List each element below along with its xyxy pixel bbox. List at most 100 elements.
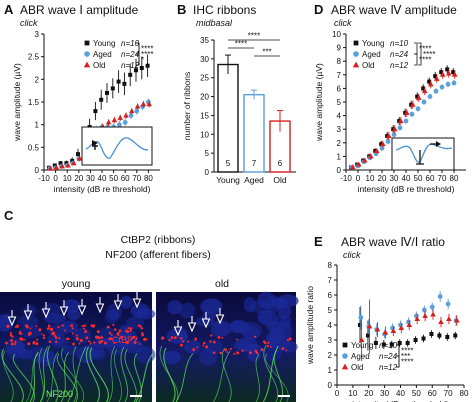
data-point <box>58 161 63 166</box>
ribbon-puncta <box>42 334 45 337</box>
ribbon-puncta <box>212 351 216 354</box>
ribbon-puncta <box>248 351 252 355</box>
data-point <box>356 161 362 167</box>
data-point <box>139 66 144 70</box>
data-point <box>403 118 409 124</box>
data-point <box>422 88 428 94</box>
legend-n-old: n=12 <box>379 363 398 372</box>
panel-c-title-line1: CtBP2 (ribbons) <box>121 234 196 246</box>
panel-d-title: ABR wave Ⅳ amplitude <box>331 3 457 17</box>
data-point <box>374 326 381 332</box>
legend-label-old: Old <box>351 363 363 372</box>
ribbon-puncta <box>18 331 22 335</box>
panel-letter-c: C <box>4 208 14 223</box>
nucleus <box>242 326 261 341</box>
panel-c-title-line2: NF200 (afferent fibers) <box>105 249 210 261</box>
data-point <box>381 342 386 347</box>
ribbon-puncta <box>145 338 148 341</box>
category-label: Aged <box>244 175 264 185</box>
ribbon-puncta <box>236 351 239 354</box>
ribbon-puncta <box>88 340 91 343</box>
data-point <box>65 162 71 168</box>
ribbon-puncta <box>194 337 197 341</box>
x-tick-label: 40 <box>396 389 405 398</box>
bar-count-label: 6 <box>278 159 283 168</box>
y-tick-label: 8 <box>337 57 342 66</box>
afferent-fiber <box>61 348 85 402</box>
significance-label: **** <box>401 358 413 367</box>
x-tick-label: 20 <box>74 174 83 183</box>
ribbon-puncta <box>116 332 120 336</box>
ribbon-puncta <box>179 337 183 340</box>
legend-n-aged: n=24 <box>121 50 140 59</box>
data-point <box>117 114 123 120</box>
ribbon-puncta <box>83 327 85 330</box>
ribbon-puncta <box>219 351 223 355</box>
significance-label: * <box>141 56 144 65</box>
data-point <box>437 333 442 338</box>
data-point <box>452 71 458 77</box>
y-tick-label: 6 <box>337 84 342 93</box>
nucleus <box>62 299 81 313</box>
afferent-fiber <box>89 347 109 402</box>
panel-e-subtitle: click <box>343 250 361 260</box>
legend-n-aged: n=24 <box>390 50 409 59</box>
y-tick-label: 3 <box>35 30 40 39</box>
nucleus <box>114 335 135 350</box>
data-point <box>434 75 440 81</box>
data-point <box>391 132 397 138</box>
afferent-fiber <box>212 350 231 402</box>
ribbon-puncta <box>288 337 292 341</box>
ribbon-puncta <box>99 336 102 339</box>
ribbon-puncta <box>98 340 102 344</box>
bar-young <box>217 63 239 173</box>
ribbon-puncta <box>129 327 133 330</box>
significance-label: **** <box>419 45 431 54</box>
nucleus <box>229 319 249 334</box>
afferent-fiber <box>85 346 100 402</box>
micrograph-old <box>156 291 299 402</box>
ribbon-puncta <box>224 348 228 352</box>
nucleus <box>44 313 66 324</box>
afferent-fiber <box>114 349 123 402</box>
data-point <box>397 125 403 131</box>
arrow-marker-icon <box>92 140 98 146</box>
data-point <box>445 301 451 307</box>
data-point <box>373 341 378 345</box>
afferent-fiber <box>108 346 116 402</box>
data-point <box>421 336 426 341</box>
ribbon-puncta <box>82 325 85 328</box>
data-point <box>430 311 436 317</box>
ribbon-puncta <box>63 329 66 332</box>
nucleus <box>47 332 66 346</box>
significance-bracket <box>418 42 422 66</box>
data-point <box>429 332 434 336</box>
data-point <box>365 333 370 338</box>
nucleus <box>210 320 230 339</box>
label-young: young <box>62 278 91 290</box>
data-point <box>350 164 356 170</box>
y-tick-label: 35 <box>200 36 209 45</box>
x-tick-label: 60 <box>428 389 437 398</box>
data-point <box>439 70 444 75</box>
ribbon-puncta <box>205 345 209 349</box>
ribbon-puncta <box>6 324 10 328</box>
legend-n-young: n=10 <box>121 39 140 48</box>
panel-letter-e: E <box>314 234 323 249</box>
ribbon-puncta <box>57 325 60 329</box>
data-point <box>366 323 373 329</box>
data-point <box>358 315 364 320</box>
micrograph-young: CtBP2 NF200 <box>0 292 156 402</box>
ribbon-puncta <box>92 324 96 327</box>
data-point <box>445 67 450 72</box>
ribbon-puncta <box>14 340 17 344</box>
ribbon-puncta <box>125 341 129 345</box>
y-tick-label: 5 <box>205 149 210 158</box>
legend-marker-young <box>353 40 359 46</box>
x-axis-label: intensity (dB re threshold) <box>358 184 455 194</box>
significance-label: **** <box>235 40 247 49</box>
data-point <box>134 103 141 109</box>
legend-n-old: n=12 <box>390 61 409 70</box>
ribbon-puncta <box>35 338 39 341</box>
data-point <box>390 328 397 333</box>
